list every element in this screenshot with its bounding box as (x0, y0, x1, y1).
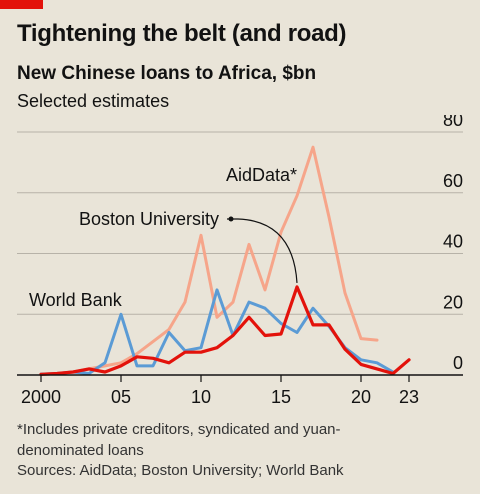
annotation-label: Boston University (79, 209, 219, 229)
y-tick-label: 0 (453, 353, 463, 373)
footnote: *Includes private creditors, syndicated … (17, 421, 341, 459)
annotation-pointer (227, 218, 298, 283)
annotation-pointer-dot (228, 216, 234, 222)
x-tick-label: 10 (191, 387, 211, 407)
series-lines (39, 145, 411, 376)
x-tick-label: 20 (351, 387, 371, 407)
series-line-2 (39, 285, 411, 376)
x-tick-label: 05 (111, 387, 131, 407)
grid-lines (17, 131, 463, 315)
line-chart: 0 20 40 60 80 2000 05 10 15 20 23 AidData* Boston … (17, 115, 463, 407)
y-tick-label: 20 (443, 292, 463, 312)
source-note: Sources: AidData; Boston University; Wor… (17, 462, 344, 479)
chart-subtitle: New Chinese loans to Africa, $bn (17, 63, 317, 84)
series-line-0 (39, 145, 379, 376)
y-tick-labels: 0 20 40 60 80 (443, 115, 463, 373)
y-tick-label: 80 (443, 115, 463, 130)
annotation-label: World Bank (29, 290, 123, 310)
x-tick-label: 15 (271, 387, 291, 407)
x-axis (17, 374, 463, 382)
brand-tag (0, 0, 43, 9)
x-tick-label: 2000 (21, 387, 61, 407)
chart-subsubtitle: Selected estimates (17, 91, 170, 111)
chart-title: Tightening the belt (and road) (17, 20, 347, 47)
x-tick-labels: 2000 05 10 15 20 23 (21, 387, 419, 407)
annotation-label: AidData* (226, 165, 297, 185)
annotations: AidData* Boston University World Bank (29, 165, 298, 310)
x-tick-label: 23 (399, 387, 419, 407)
y-tick-label: 60 (443, 171, 463, 191)
y-tick-label: 40 (443, 232, 463, 252)
